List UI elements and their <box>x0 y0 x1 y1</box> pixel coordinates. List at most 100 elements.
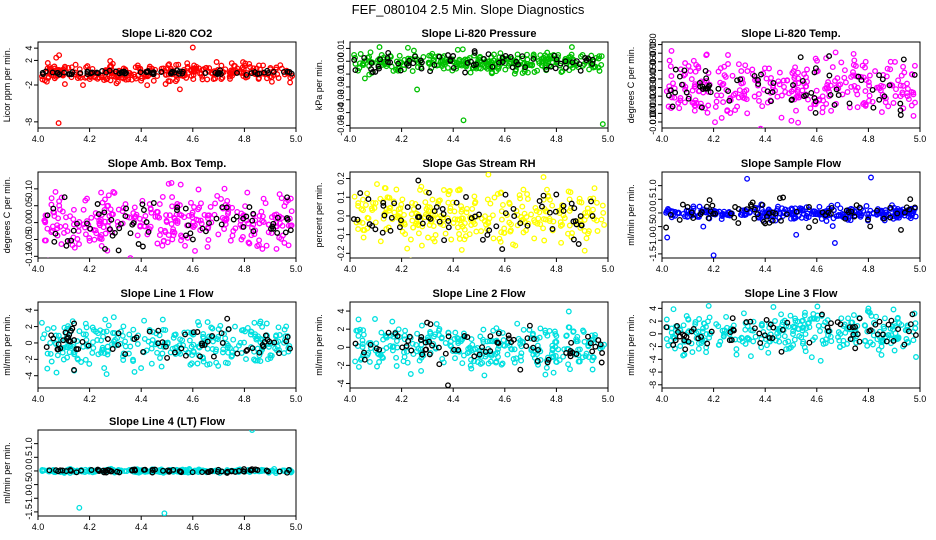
x-tick-label: 5.0 <box>290 522 303 532</box>
point-highlight <box>445 224 452 231</box>
point-highlight <box>885 321 892 328</box>
point-highlight <box>114 468 121 475</box>
point-all <box>80 331 87 338</box>
point-highlight <box>667 87 674 94</box>
x-tick-label: 4.2 <box>83 394 96 404</box>
point-all <box>448 236 455 243</box>
point-all <box>393 363 400 369</box>
point-all <box>668 73 675 80</box>
point-all <box>497 238 504 245</box>
point-all <box>880 323 887 330</box>
point-all <box>763 342 770 349</box>
point-highlight <box>828 204 835 211</box>
point-highlight <box>396 224 403 231</box>
x-tick-label: 4.6 <box>187 264 200 274</box>
point-all <box>912 325 919 332</box>
point-highlight <box>373 345 380 352</box>
point-highlight <box>496 59 503 66</box>
point-all <box>391 209 398 216</box>
point-all <box>248 328 255 335</box>
y-tick-label: -2 <box>336 361 346 369</box>
point-highlight <box>436 53 443 60</box>
point-highlight <box>70 227 77 234</box>
point-all <box>733 351 740 358</box>
point-all <box>386 205 393 212</box>
point-all <box>864 308 871 315</box>
point-all <box>695 63 702 70</box>
point-highlight <box>248 70 255 77</box>
x-tick-label: 4.0 <box>32 264 45 274</box>
point-all <box>360 207 366 214</box>
points <box>41 179 295 258</box>
point-highlight <box>835 92 842 99</box>
point-highlight <box>682 346 689 353</box>
point-highlight <box>435 344 442 351</box>
point-outlier <box>744 175 751 182</box>
point-highlight <box>912 332 919 339</box>
plot-frame <box>37 429 297 517</box>
point-highlight <box>381 212 388 219</box>
point-all <box>814 57 820 64</box>
point-all <box>242 328 248 335</box>
point-all <box>514 320 521 327</box>
point-all <box>520 326 527 333</box>
point-outlier <box>419 351 426 358</box>
point-all <box>756 97 762 104</box>
x-tick-label: 5.0 <box>914 134 927 144</box>
point-all <box>481 372 488 379</box>
point-all <box>816 203 823 210</box>
point-all <box>452 355 458 362</box>
point-all <box>188 360 195 367</box>
point-all <box>456 235 463 242</box>
point-all <box>267 352 274 359</box>
point-all <box>862 88 869 95</box>
point-all <box>685 316 692 323</box>
point-highlight <box>570 218 577 225</box>
point-all <box>912 99 918 106</box>
point-highlight <box>376 65 382 72</box>
x-tick-label: 5.0 <box>914 394 927 404</box>
point-highlight <box>729 315 736 322</box>
point-highlight <box>667 211 674 218</box>
point-highlight <box>101 209 108 216</box>
point-all <box>828 202 835 209</box>
point-highlight <box>909 311 916 318</box>
point-highlight <box>480 56 487 62</box>
point-all <box>504 351 511 358</box>
point-all <box>469 341 476 348</box>
point-highlight <box>834 319 841 326</box>
point-all <box>736 87 743 94</box>
x-tick-label: 4.4 <box>135 264 148 274</box>
point-all <box>423 189 429 195</box>
point-all <box>362 202 369 208</box>
point-all <box>218 195 224 202</box>
point-all <box>904 93 911 100</box>
point-all <box>134 72 141 79</box>
point-highlight <box>379 229 386 236</box>
point-all <box>283 323 290 330</box>
point-all <box>410 47 417 54</box>
point-all <box>289 73 296 79</box>
y-tick-label: 0.000 <box>648 102 658 125</box>
point-highlight <box>761 332 768 339</box>
point-all <box>847 217 854 224</box>
point-highlight <box>143 69 150 76</box>
point-all <box>154 349 161 356</box>
point-highlight <box>71 337 78 344</box>
point-all <box>721 63 728 70</box>
point-highlight <box>104 336 111 342</box>
point-highlight <box>223 204 230 211</box>
point-all <box>141 335 148 342</box>
point-all <box>778 92 785 99</box>
point-all <box>444 215 451 222</box>
point-all <box>360 331 367 338</box>
point-all <box>511 346 518 353</box>
point-all <box>910 91 917 98</box>
point-all <box>496 235 503 242</box>
point-all <box>887 58 894 65</box>
x-tick-label: 4.2 <box>83 134 96 144</box>
point-outlier <box>710 252 717 258</box>
point-highlight <box>703 203 710 210</box>
point-all <box>183 74 190 81</box>
